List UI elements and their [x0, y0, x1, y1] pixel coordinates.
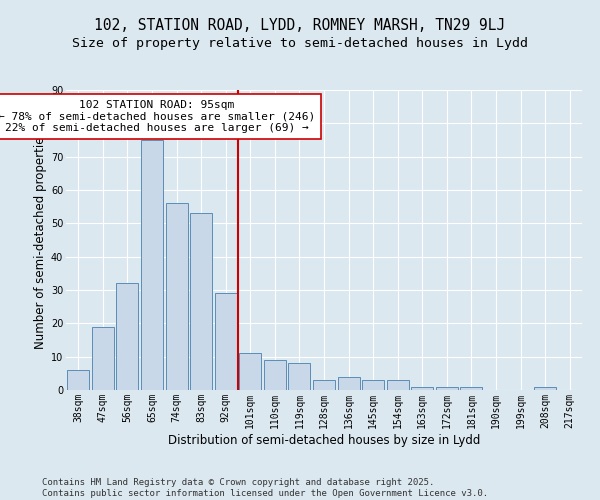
- Bar: [166, 204, 188, 390]
- Bar: [436, 386, 458, 390]
- Bar: [289, 364, 310, 390]
- Bar: [92, 326, 114, 390]
- Bar: [338, 376, 359, 390]
- Y-axis label: Number of semi-detached properties: Number of semi-detached properties: [34, 130, 47, 350]
- Bar: [534, 386, 556, 390]
- Bar: [264, 360, 286, 390]
- Bar: [141, 140, 163, 390]
- Bar: [411, 386, 433, 390]
- Text: 102, STATION ROAD, LYDD, ROMNEY MARSH, TN29 9LJ: 102, STATION ROAD, LYDD, ROMNEY MARSH, T…: [94, 18, 506, 32]
- Bar: [67, 370, 89, 390]
- Text: Size of property relative to semi-detached houses in Lydd: Size of property relative to semi-detach…: [72, 38, 528, 51]
- Bar: [362, 380, 384, 390]
- Bar: [215, 294, 237, 390]
- Text: Contains HM Land Registry data © Crown copyright and database right 2025.
Contai: Contains HM Land Registry data © Crown c…: [42, 478, 488, 498]
- Bar: [386, 380, 409, 390]
- Bar: [239, 354, 262, 390]
- Bar: [116, 284, 139, 390]
- Text: 102 STATION ROAD: 95sqm
← 78% of semi-detached houses are smaller (246)
22% of s: 102 STATION ROAD: 95sqm ← 78% of semi-de…: [0, 100, 316, 133]
- Bar: [313, 380, 335, 390]
- Bar: [190, 214, 212, 390]
- X-axis label: Distribution of semi-detached houses by size in Lydd: Distribution of semi-detached houses by …: [168, 434, 480, 446]
- Bar: [460, 386, 482, 390]
